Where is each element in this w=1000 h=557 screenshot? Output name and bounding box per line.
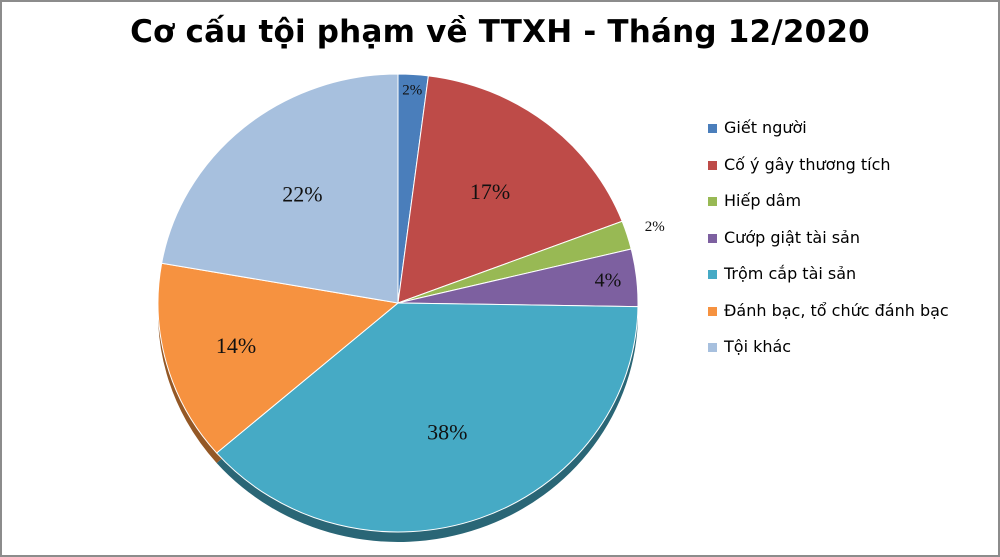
slice-3-label: 2% — [645, 219, 665, 235]
slice-7 — [161, 73, 399, 304]
slice-6-label: 14% — [216, 333, 256, 358]
legend-item-2: Cố ý gây thương tích — [708, 153, 949, 190]
legend-swatch — [708, 343, 717, 352]
legend-item-6: Đánh bạc, tổ chức đánh bạc — [708, 299, 949, 336]
legend-swatch — [708, 233, 717, 243]
slice-5 — [215, 302, 639, 533]
legend-swatch — [708, 124, 717, 133]
legend-swatch — [708, 160, 717, 170]
chart-title: Cơ cấu tội phạm về TTXH - Tháng 12/2020 — [130, 14, 870, 50]
legend-swatch — [708, 197, 717, 206]
legend-item-4: Cướp giật tài sản — [708, 226, 949, 263]
slice-1-label: 2% — [402, 83, 422, 99]
legend-label: Giết người — [724, 118, 807, 137]
legend-item-1: Giết người — [708, 116, 949, 153]
legend-item-5: Trộm cắp tài sản — [708, 262, 949, 299]
slice-2-label: 17% — [470, 179, 510, 204]
legend-label: Hiếp dâm — [724, 191, 802, 210]
slice-5-label: 38% — [427, 420, 467, 445]
legend-item-7: Tội khác — [708, 335, 949, 372]
chart-legend: Giết người Cố ý gây thương tích Hiếp dâm Cư… — [708, 116, 949, 372]
legend-label: Đánh bạc, tổ chức đánh bạc — [724, 300, 949, 320]
slice-2 — [397, 75, 623, 304]
legend-item-3: Hiếp dâm — [708, 189, 949, 226]
legend-label: Trộm cắp tài sản — [724, 264, 857, 283]
legend-swatch — [708, 306, 717, 316]
slice-7-label: 22% — [282, 182, 322, 207]
legend-label: Cướp giật tài sản — [724, 227, 860, 247]
legend-label: Cố ý gây thương tích — [724, 154, 891, 174]
legend-swatch — [708, 270, 717, 279]
slice-6 — [157, 262, 400, 454]
slice-4-label: 4% — [595, 270, 622, 292]
legend-label: Tội khác — [724, 337, 792, 356]
